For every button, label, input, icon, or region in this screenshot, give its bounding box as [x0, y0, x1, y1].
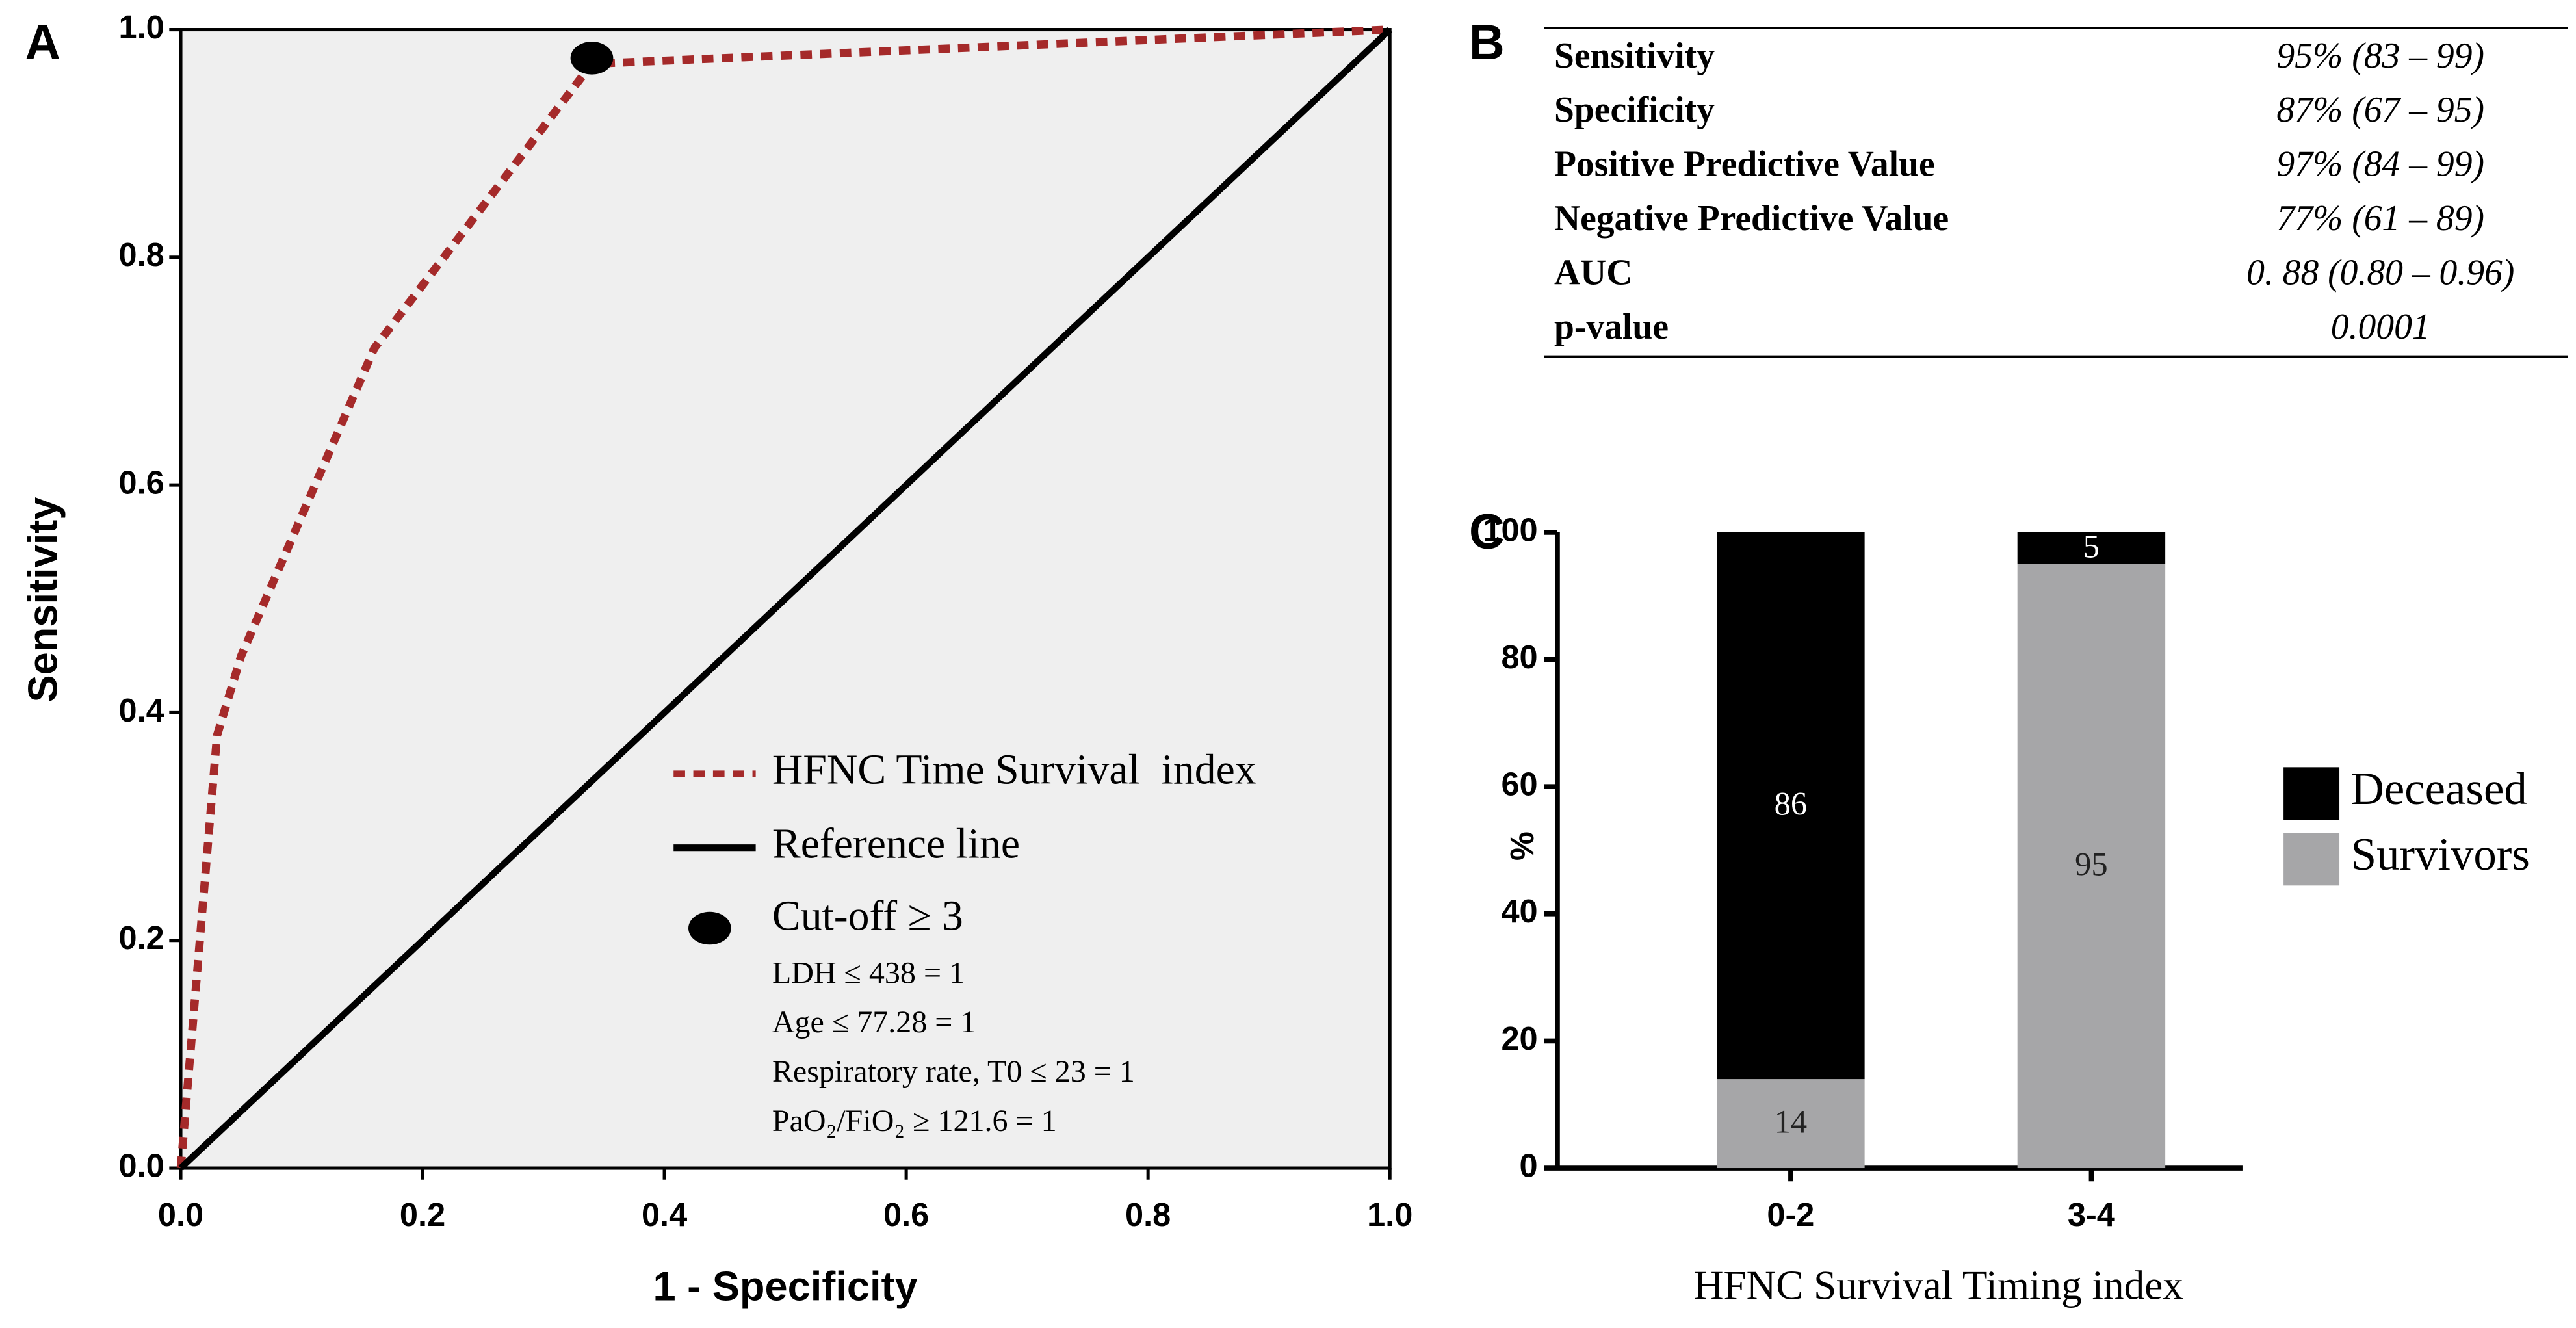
table-cell-value: 97% (84 – 99): [2276, 144, 2484, 185]
cutoff-point: [570, 42, 614, 75]
table-cell-label: AUC: [1554, 252, 1632, 293]
table-cell-value: 87% (67 – 95): [2276, 90, 2484, 130]
table-cell-label: p-value: [1554, 307, 1669, 347]
panel-label: C: [1469, 504, 1505, 560]
data-label: 86: [1775, 786, 1808, 822]
legend-note: LDH ≤ 438 = 1: [772, 956, 965, 990]
table-cell-value: 95% (83 – 99): [2276, 36, 2484, 76]
y-tick-label: 100: [1483, 511, 1537, 548]
line-series: [176, 25, 1390, 1169]
legend-note: Age ≤ 77.28 = 1: [772, 1005, 976, 1039]
y-tick-label: 1.0: [118, 8, 164, 46]
x-tick-label: 0.4: [642, 1196, 687, 1233]
legend-label: HFNC Time Survival index: [772, 746, 1256, 794]
x-tick-label: 0-2: [1767, 1196, 1814, 1233]
table-cell-value: 77% (61 – 89): [2276, 198, 2484, 239]
y-axis-title: Sensitivity: [20, 497, 66, 703]
panel-label: A: [25, 15, 60, 70]
y-tick-label: 0.6: [118, 463, 164, 501]
legend-label: Survivors: [2351, 829, 2530, 880]
data-label: 14: [1775, 1104, 1808, 1140]
table-cell-label: Negative Predictive Value: [1554, 198, 1949, 239]
x-axis-title: 1 - Specificity: [653, 1264, 917, 1310]
panel-label: B: [1469, 15, 1505, 70]
bar-segment: [1717, 532, 1865, 1080]
y-tick-label: 0.2: [118, 919, 164, 956]
data-label: 5: [2083, 528, 2100, 565]
legend-marker: [688, 911, 731, 945]
line-series: [178, 27, 1392, 1171]
x-tick-label: 0.8: [1125, 1196, 1171, 1233]
y-tick-label: 0: [1520, 1147, 1538, 1184]
x-tick-label: 0.2: [400, 1196, 445, 1233]
table-cell-value: 0.0001: [2331, 307, 2430, 347]
data-label: 95: [2075, 846, 2108, 883]
bar-segment: [2017, 564, 2166, 1169]
table-cell-value: 0. 88 (0.80 – 0.96): [2246, 252, 2514, 293]
y-tick-label: 80: [1501, 638, 1537, 675]
x-axis-title: HFNC Survival Timing index: [1694, 1263, 2183, 1308]
y-tick-label: 40: [1501, 892, 1537, 930]
table-cell-label: Sensitivity: [1554, 36, 1715, 76]
x-tick-label: 3-4: [2068, 1196, 2115, 1233]
legend-label: Reference line: [772, 820, 1020, 867]
y-tick-label: 0.8: [118, 236, 164, 273]
bar-segment: [2017, 532, 2166, 564]
legend-swatch: [2283, 767, 2340, 820]
legend-note: PaO₂/FiO₂ ≥ 121.6 = 1: [772, 1104, 1057, 1138]
table-cell-label: Specificity: [1554, 90, 1715, 130]
legend-note: Respiratory rate, T0 ≤ 23 = 1: [772, 1054, 1135, 1089]
y-axis-title: %: [1503, 831, 1541, 861]
table-cell-label: Positive Predictive Value: [1554, 144, 1935, 185]
legend-swatch: [2283, 833, 2340, 886]
x-tick-label: 0.6: [883, 1196, 929, 1233]
x-tick-label: 1.0: [1367, 1196, 1412, 1233]
legend-label: Deceased: [2351, 764, 2527, 814]
legend-label: Cut-off ≥ 3: [772, 892, 963, 939]
y-tick-label: 60: [1501, 766, 1537, 803]
y-tick-label: 20: [1501, 1020, 1537, 1057]
y-tick-label: 0.4: [118, 692, 164, 729]
y-tick-label: 0.0: [118, 1147, 164, 1184]
bar-segment: [1717, 1079, 1865, 1169]
x-tick-label: 0.0: [158, 1196, 203, 1233]
